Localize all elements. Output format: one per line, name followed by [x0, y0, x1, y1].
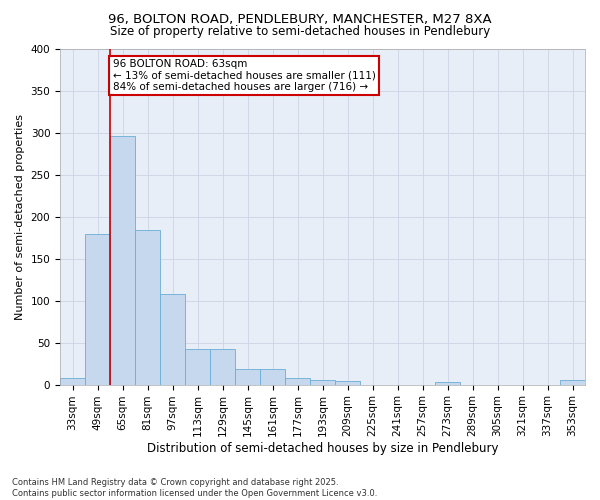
Bar [210, 350, 235, 384]
Text: 96 BOLTON ROAD: 63sqm
← 13% of semi-detached houses are smaller (111)
84% of sem: 96 BOLTON ROAD: 63sqm ← 13% of semi-deta… [113, 59, 376, 92]
Bar [335, 381, 360, 384]
Bar [135, 230, 160, 384]
Bar [185, 350, 210, 384]
Bar [260, 370, 285, 384]
Y-axis label: Number of semi-detached properties: Number of semi-detached properties [15, 114, 25, 320]
Bar [310, 380, 335, 384]
Bar [160, 294, 185, 384]
Bar [85, 234, 110, 384]
Bar [235, 370, 260, 384]
Text: Contains HM Land Registry data © Crown copyright and database right 2025.
Contai: Contains HM Land Registry data © Crown c… [12, 478, 377, 498]
Text: Size of property relative to semi-detached houses in Pendlebury: Size of property relative to semi-detach… [110, 25, 490, 38]
X-axis label: Distribution of semi-detached houses by size in Pendlebury: Distribution of semi-detached houses by … [147, 442, 498, 455]
Bar [435, 382, 460, 384]
Text: 96, BOLTON ROAD, PENDLEBURY, MANCHESTER, M27 8XA: 96, BOLTON ROAD, PENDLEBURY, MANCHESTER,… [108, 12, 492, 26]
Bar [560, 380, 585, 384]
Bar [285, 378, 310, 384]
Bar [110, 136, 135, 384]
Bar [60, 378, 85, 384]
